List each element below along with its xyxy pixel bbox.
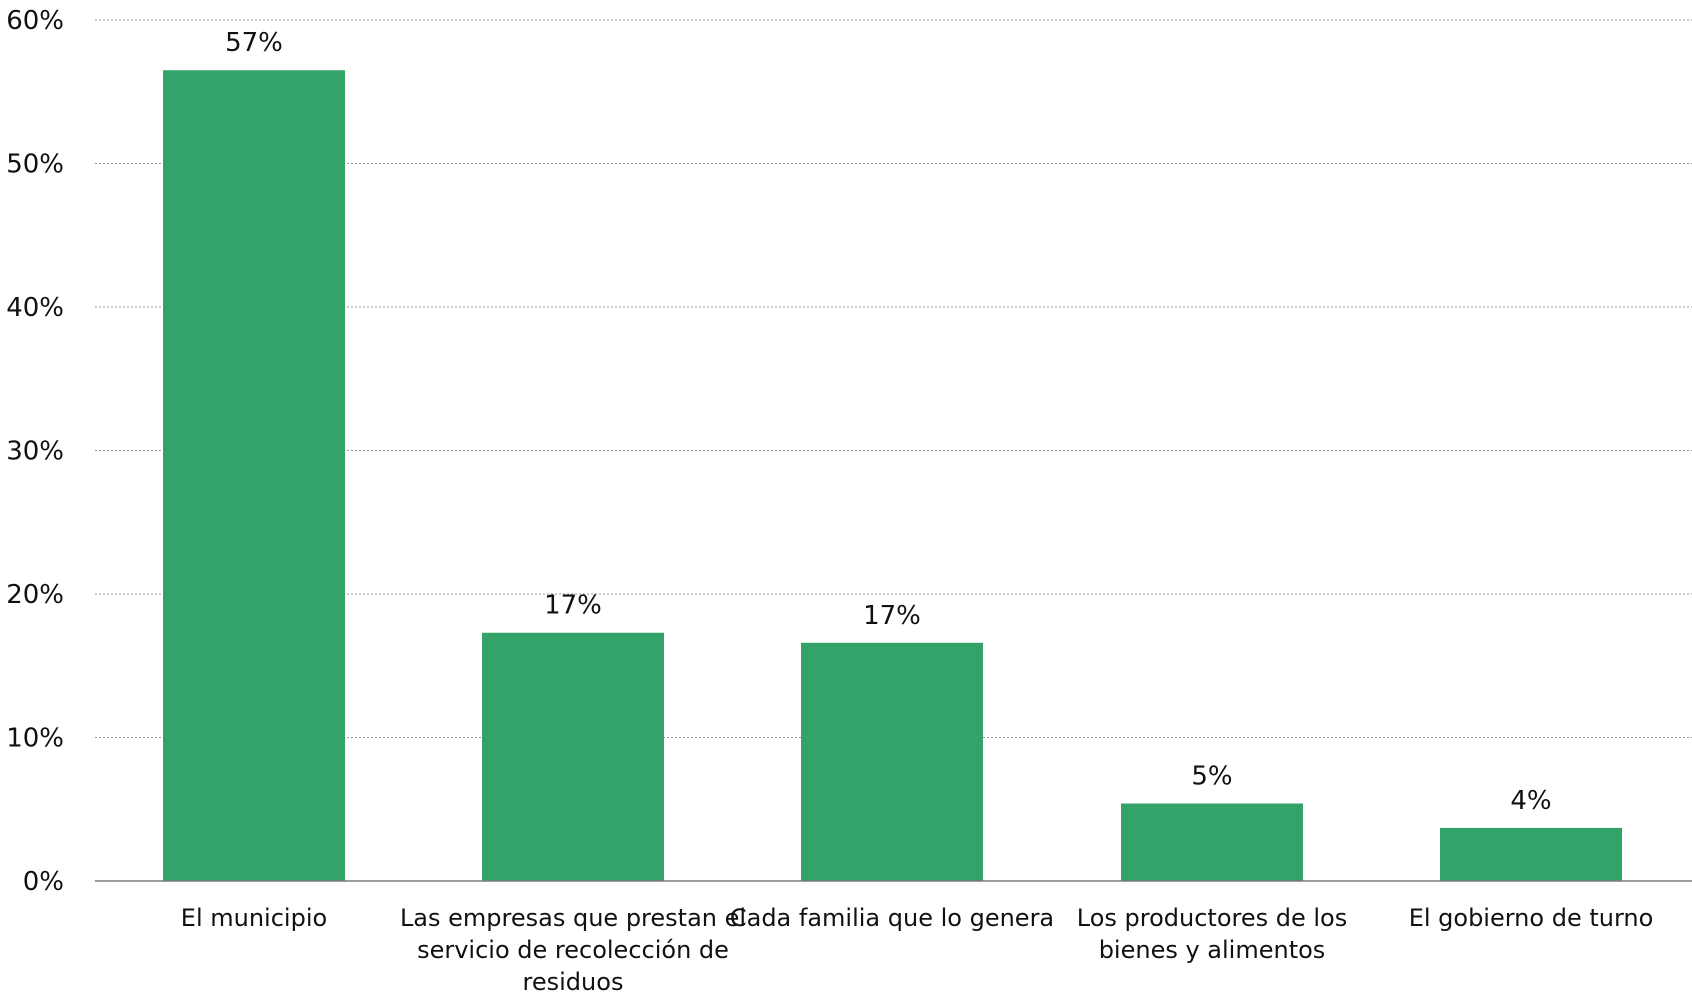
data-label: 57% [225,28,283,58]
bars [163,70,1622,882]
bar [1121,803,1303,881]
category-labels: El municipio Las empresas que prestan el s… [181,904,1654,994]
data-labels: 57% 17% 17% 5% 4% [225,28,1552,816]
category-label-line: El municipio [181,904,327,932]
y-tick-label: 60% [6,6,64,36]
y-tick-label: 50% [6,150,64,180]
y-tick-label: 0% [23,867,64,897]
y-tick-label: 20% [6,580,64,610]
category-label-line: servicio de recolección de [417,936,729,964]
y-tick-label: 30% [6,437,64,467]
bar [482,632,664,881]
category-label-line: El gobierno de turno [1409,904,1654,932]
y-tick-label: 40% [6,293,64,323]
data-label: 4% [1510,786,1551,816]
category-label: El gobierno de turno [1409,904,1654,932]
bar [163,70,345,882]
data-label: 17% [544,591,602,621]
category-label-line: residuos [523,968,624,994]
y-axis-tick-labels: 0% 10% 20% 30% 40% 50% 60% [6,6,64,897]
category-label: Los productores de los bienes y alimentos [1077,904,1347,964]
category-label: Las empresas que prestan el servicio de r… [400,904,746,994]
category-label-line: Cada familia que lo genera [730,904,1054,932]
category-label-line: bienes y alimentos [1099,936,1326,964]
category-label-line: Las empresas que prestan el [400,904,746,932]
category-label: El municipio [181,904,327,932]
category-label-line: Los productores de los [1077,904,1347,932]
bar [801,642,983,881]
bar [1440,827,1622,881]
y-tick-label: 10% [6,724,64,754]
data-label: 17% [863,601,921,631]
category-label: Cada familia que lo genera [730,904,1054,932]
data-label: 5% [1191,762,1232,792]
